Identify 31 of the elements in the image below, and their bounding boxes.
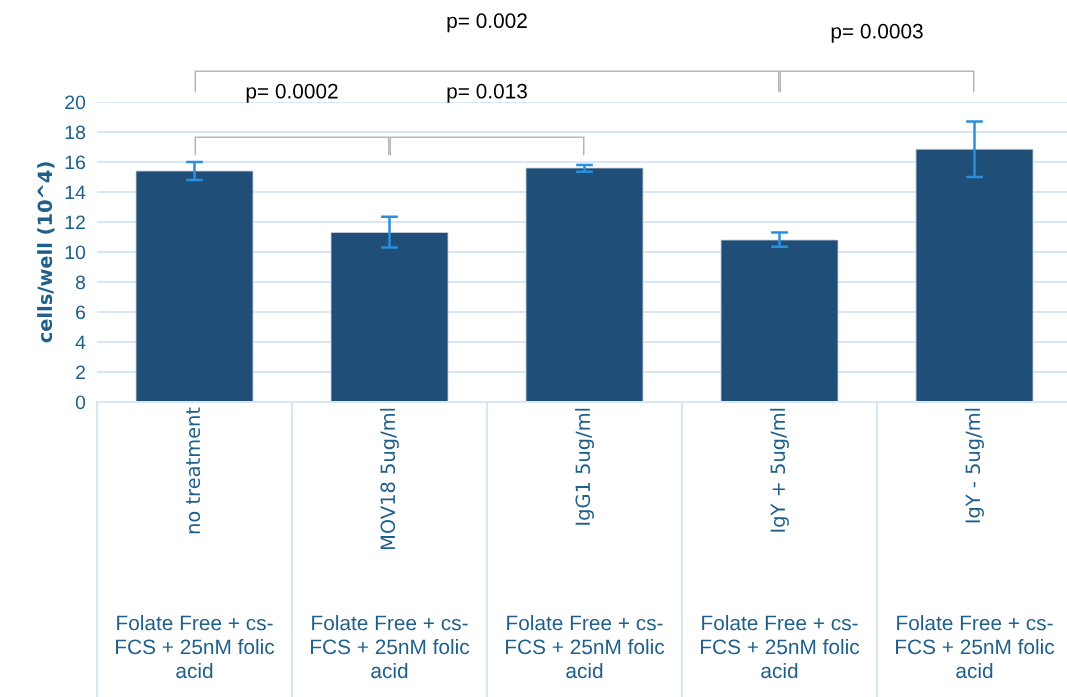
y-tick-label: 0 bbox=[75, 395, 86, 410]
text: p= 0.0003 bbox=[831, 23, 923, 43]
y-tick-label: 4 bbox=[75, 335, 86, 350]
bar bbox=[915, 148, 1034, 402]
bar bbox=[525, 167, 644, 402]
bar bbox=[720, 239, 839, 402]
y-axis-title: cells/well (10^4) bbox=[37, 162, 55, 343]
y-tick-label: 6 bbox=[76, 305, 86, 320]
x-tick-label: no treatment bbox=[186, 407, 201, 534]
x-tick-label: IgG1 5ug/ml bbox=[575, 408, 594, 525]
y-tick-label: 10 bbox=[65, 245, 86, 260]
x-tick-label: IgY - 5ug/ml bbox=[965, 408, 984, 523]
text: Folate Free + cs- FCS + 25nM folic acid bbox=[896, 615, 1055, 679]
y-tick-label: 20 bbox=[65, 95, 86, 110]
text: Folate Free + cs- FCS + 25nM folic acid bbox=[116, 615, 275, 679]
y-tick-label: 8 bbox=[75, 275, 86, 290]
y-tick-label: 2 bbox=[76, 365, 85, 380]
y-tick-label: 14 bbox=[65, 185, 86, 200]
x-tick-label: IgY + 5ug/ml bbox=[770, 408, 789, 532]
y-tick-label: 12 bbox=[65, 215, 85, 230]
y-tick-label: 18 bbox=[65, 125, 86, 140]
text: p= 0.002 bbox=[447, 13, 527, 33]
text: Folate Free + cs- FCS + 25nM folic acid bbox=[311, 615, 470, 679]
y-tick-label: 16 bbox=[65, 155, 86, 170]
text: Folate Free + cs- FCS + 25nM folic acid bbox=[506, 615, 665, 679]
x-tick-label: MOV18 5ug/ml bbox=[380, 408, 399, 549]
text: Folate Free + cs- FCS + 25nM folic acid bbox=[701, 615, 860, 679]
bar bbox=[330, 232, 449, 402]
annotation: p= 0.0002 bbox=[246, 83, 338, 103]
bar bbox=[135, 170, 254, 402]
annotation: p= 0.013 bbox=[447, 83, 527, 103]
